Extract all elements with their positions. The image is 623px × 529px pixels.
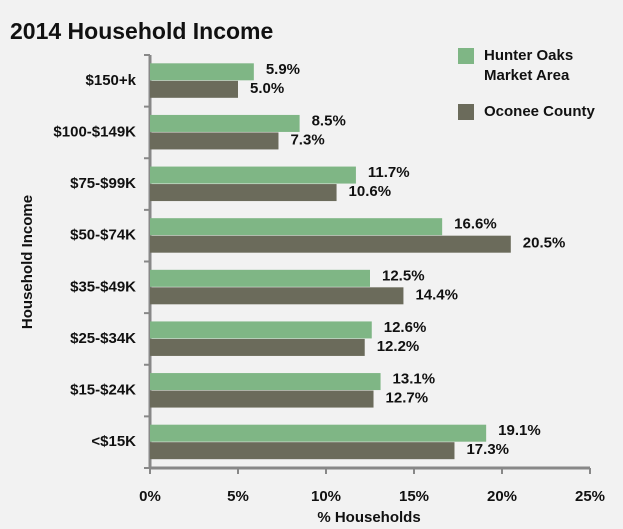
data-label: 8.5%	[312, 112, 346, 129]
y-tick-label: $25-$34K	[70, 330, 136, 347]
data-label: 13.1%	[393, 371, 436, 388]
y-tick-label: $100-$149K	[53, 123, 136, 140]
bar	[150, 287, 404, 305]
x-tick-label: 25%	[575, 488, 605, 505]
data-label: 5.9%	[266, 61, 300, 78]
data-label: 12.5%	[382, 267, 425, 284]
data-label: 5.0%	[250, 80, 284, 97]
data-label: 12.2%	[377, 338, 420, 355]
x-tick-label: 0%	[139, 488, 161, 505]
x-axis-label: % Households	[317, 509, 420, 526]
bar	[150, 442, 455, 460]
legend-swatch	[458, 48, 474, 64]
y-axis-label: Household Income	[19, 195, 36, 329]
bar	[150, 269, 370, 287]
x-tick-label: 20%	[487, 488, 517, 505]
bar	[150, 114, 300, 132]
bar	[150, 373, 381, 391]
data-label: 20.5%	[523, 235, 566, 252]
data-label: 10.6%	[349, 183, 392, 200]
bar	[150, 132, 279, 150]
y-tick-label: $35-$49K	[70, 278, 136, 295]
data-label: 16.6%	[454, 216, 497, 233]
bar	[150, 390, 374, 408]
y-tick-label: $15-$24K	[70, 382, 136, 399]
bar	[150, 218, 443, 236]
bar	[150, 338, 365, 356]
data-label: 17.3%	[466, 441, 509, 458]
data-label: 12.7%	[386, 390, 429, 407]
bar	[150, 235, 511, 253]
y-tick-label: <$15K	[91, 433, 136, 450]
data-label: 7.3%	[290, 131, 324, 148]
y-tick-label: $75-$99K	[70, 175, 136, 192]
bar	[150, 80, 238, 98]
bar	[150, 63, 254, 81]
y-tick-label: $50-$74K	[70, 227, 136, 244]
bar	[150, 184, 337, 202]
bar	[150, 321, 372, 339]
data-label: 14.4%	[415, 286, 458, 303]
legend-label: Oconee County	[484, 103, 595, 120]
x-tick-label: 15%	[399, 488, 429, 505]
data-label: 19.1%	[498, 422, 541, 439]
bar	[150, 424, 487, 442]
data-label: 12.6%	[384, 319, 427, 336]
y-tick-label: $150+k	[86, 72, 137, 89]
x-tick-label: 10%	[311, 488, 341, 505]
chart-title: 2014 Household Income	[10, 18, 273, 44]
legend-label: Hunter Oaks Market Area	[484, 47, 574, 84]
x-tick-label: 5%	[227, 488, 249, 505]
legend-swatch	[458, 104, 474, 120]
bar	[150, 166, 356, 184]
data-label: 11.7%	[368, 164, 410, 181]
